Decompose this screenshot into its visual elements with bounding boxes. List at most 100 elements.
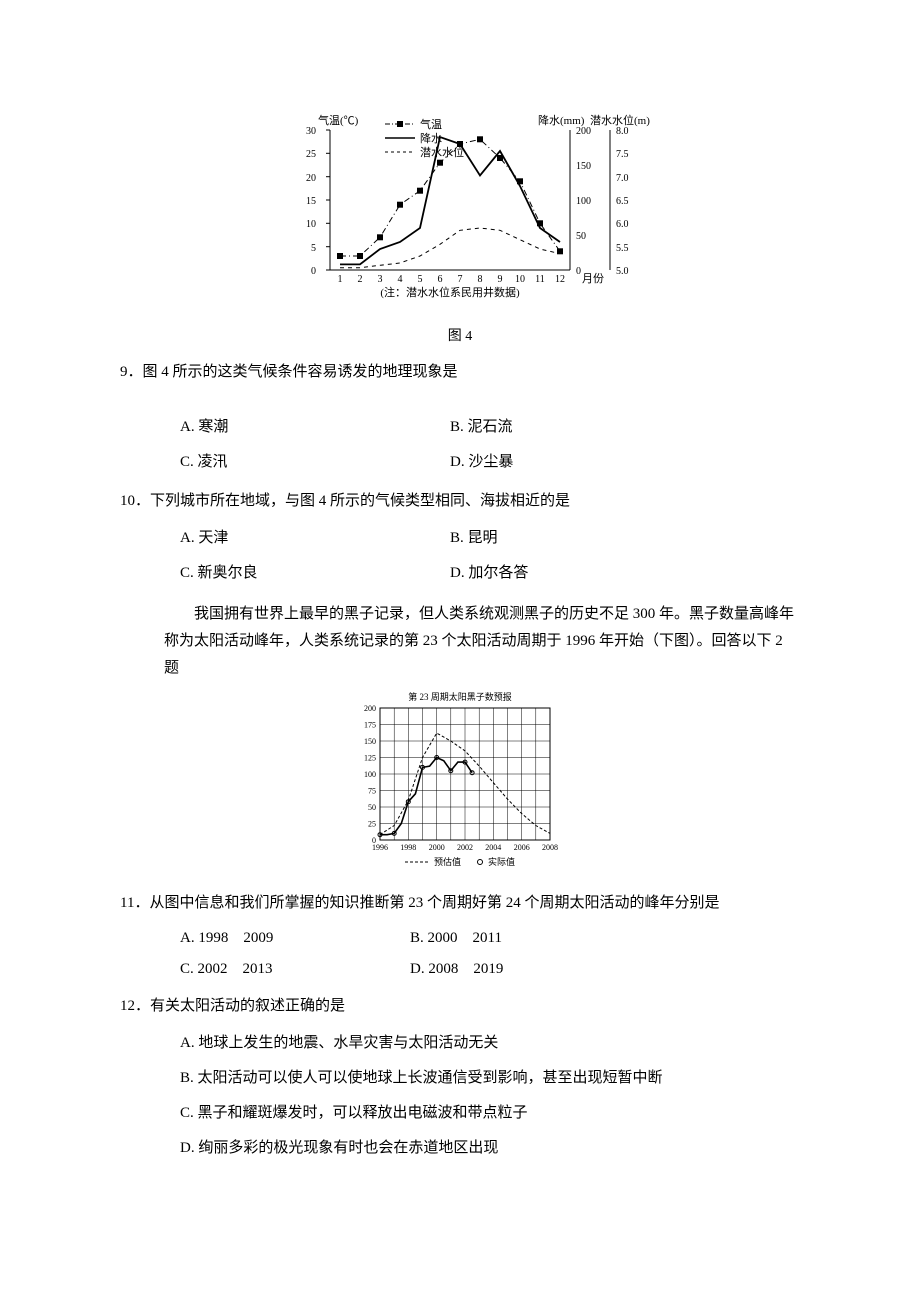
svg-text:1998: 1998	[400, 843, 416, 852]
svg-text:200: 200	[364, 704, 376, 713]
q11-text: 从图中信息和我们所掌握的知识推断第 23 个周期好第 24 个周期太阳活动的峰年…	[149, 895, 719, 911]
q11-opt-b: B. 2000 2011	[410, 923, 640, 954]
svg-text:20: 20	[306, 173, 316, 184]
series-water	[340, 228, 560, 268]
svg-text:150: 150	[364, 737, 376, 746]
svg-text:25: 25	[368, 820, 376, 829]
right-axis-water-label: 潜水水位(m)	[590, 113, 650, 127]
svg-text:75: 75	[368, 787, 376, 796]
q11-opt-d: D. 2008 2019	[410, 954, 640, 985]
question-9: 9．图 4 所示的这类气候条件容易诱发的地理现象是	[120, 359, 800, 386]
svg-text:3: 3	[378, 274, 383, 285]
svg-text:5: 5	[311, 243, 316, 254]
svg-text:6: 6	[438, 274, 443, 285]
svg-text:50: 50	[368, 803, 376, 812]
svg-text:9: 9	[498, 274, 503, 285]
sunspot-grid	[380, 708, 550, 840]
svg-text:5: 5	[418, 274, 423, 285]
svg-text:潜水水位: 潜水水位	[420, 145, 464, 159]
svg-text:6.5: 6.5	[616, 196, 629, 207]
svg-text:1996: 1996	[372, 843, 388, 852]
svg-text:50: 50	[576, 231, 586, 242]
right-water-ticks: 5.0 5.5 6.0 6.5 7.0 7.5 8.0	[616, 126, 629, 277]
q12-opt-b: B. 太阳活动可以使人可以使地球上长波通信受到影响，甚至出现短暂中断	[180, 1061, 800, 1096]
q9-opt-b: B. 泥石流	[450, 410, 720, 445]
svg-text:7.5: 7.5	[616, 149, 629, 160]
svg-text:0: 0	[311, 266, 316, 277]
q11-opt-a: A. 1998 2009	[180, 923, 410, 954]
legend-precip: 降水	[385, 131, 442, 145]
svg-text:175: 175	[364, 721, 376, 730]
question-12: 12．有关太阳活动的叙述正确的是	[120, 993, 800, 1020]
svg-text:8: 8	[478, 274, 483, 285]
q10-text: 下列城市所在地域，与图 4 所示的气候类型相同、海拔相近的是	[150, 493, 570, 509]
svg-text:2008: 2008	[542, 843, 558, 852]
q9-opt-d: D. 沙尘暴	[450, 445, 720, 480]
svg-text:100: 100	[364, 770, 376, 779]
q11-number: 11．	[120, 895, 149, 911]
svg-text:月份: 月份	[582, 272, 604, 285]
figure4-note: (注：潜水水位系民用井数据)	[380, 285, 520, 299]
q10-opt-d: D. 加尔各答	[450, 556, 720, 591]
svg-text:125: 125	[364, 754, 376, 763]
figure-4-svg: 气温(℃) 降水(mm) 潜水水位(m) 气温 降水 潜水水位	[270, 110, 650, 310]
sunspot-legend: 预估值 实际值	[405, 856, 515, 867]
svg-text:2002: 2002	[457, 843, 473, 852]
svg-text:5.5: 5.5	[616, 243, 629, 254]
left-axis-label: 气温(℃)	[318, 113, 359, 127]
series-actual	[380, 758, 472, 835]
svg-text:2006: 2006	[514, 843, 530, 852]
svg-text:2004: 2004	[485, 843, 501, 852]
question-11: 11．从图中信息和我们所掌握的知识推断第 23 个周期好第 24 个周期太阳活动…	[120, 890, 800, 917]
svg-text:15: 15	[306, 196, 316, 207]
svg-text:6.0: 6.0	[616, 219, 629, 230]
svg-text:2: 2	[358, 274, 363, 285]
svg-text:12: 12	[555, 274, 565, 285]
svg-text:预估值: 预估值	[434, 856, 461, 867]
svg-text:200: 200	[576, 126, 591, 137]
sunspot-title: 第 23 周期太阳黑子数预报	[408, 691, 512, 702]
q9-number: 9．	[120, 364, 143, 380]
question-10: 10．下列城市所在地域，与图 4 所示的气候类型相同、海拔相近的是	[120, 488, 800, 515]
svg-text:7.0: 7.0	[616, 173, 629, 184]
right-precip-ticks: 0 50 100 150 200	[576, 126, 591, 277]
q9-options: A. 寒潮B. 泥石流 C. 凌汛D. 沙尘暴	[180, 410, 800, 480]
q10-opt-a: A. 天津	[180, 521, 450, 556]
figure-4: 气温(℃) 降水(mm) 潜水水位(m) 气温 降水 潜水水位	[120, 110, 800, 349]
q12-text: 有关太阳活动的叙述正确的是	[150, 998, 345, 1014]
svg-text:4: 4	[398, 274, 403, 285]
q10-number: 10．	[120, 493, 150, 509]
left-ticks: 0 5 10 15 20 25 30	[306, 126, 330, 277]
svg-text:100: 100	[576, 196, 591, 207]
q11-options: A. 1998 2009B. 2000 2011 C. 2002 2013D. …	[180, 923, 800, 985]
q10-opt-b: B. 昆明	[450, 521, 720, 556]
right-axis-precip-label: 降水(mm)	[538, 113, 585, 127]
svg-text:2000: 2000	[429, 843, 445, 852]
q10-options: A. 天津B. 昆明 C. 新奥尔良D. 加尔各答	[180, 521, 800, 591]
sunspot-yticks: 025 5075 100125 150175 200	[364, 704, 376, 845]
q10-opt-c: C. 新奥尔良	[180, 556, 450, 591]
svg-text:0: 0	[576, 266, 581, 277]
page: 气温(℃) 降水(mm) 潜水水位(m) 气温 降水 潜水水位	[0, 0, 920, 1302]
legend-temp: 气温	[385, 117, 442, 131]
q12-options: A. 地球上发生的地震、水旱灾害与太阳活动无关 B. 太阳活动可以使人可以使地球…	[180, 1026, 800, 1166]
svg-text:25: 25	[306, 149, 316, 160]
svg-text:30: 30	[306, 126, 316, 137]
svg-text:11: 11	[535, 274, 545, 285]
svg-text:10: 10	[515, 274, 525, 285]
q12-opt-c: C. 黑子和耀斑爆发时，可以释放出电磁波和带点粒子	[180, 1096, 800, 1131]
x-ticks: 12 34 56 78 910 1112 月份	[338, 272, 605, 285]
q11-opt-c: C. 2002 2013	[180, 954, 410, 985]
figure-sunspot-svg: 第 23 周期太阳黑子数预报 025 5075 100125	[350, 690, 570, 870]
svg-text:10: 10	[306, 219, 316, 230]
q12-number: 12．	[120, 998, 150, 1014]
svg-text:8.0: 8.0	[616, 126, 629, 137]
svg-text:5.0: 5.0	[616, 266, 629, 277]
series-actual-markers	[378, 756, 474, 837]
q12-opt-d: D. 绚丽多彩的极光现象有时也会在赤道地区出现	[180, 1131, 800, 1166]
svg-text:7: 7	[458, 274, 463, 285]
svg-text:150: 150	[576, 161, 591, 172]
figure-sunspot: 第 23 周期太阳黑子数预报 025 5075 100125	[120, 690, 800, 880]
q9-opt-c: C. 凌汛	[180, 445, 450, 480]
figure-4-caption: 图 4	[120, 324, 800, 349]
